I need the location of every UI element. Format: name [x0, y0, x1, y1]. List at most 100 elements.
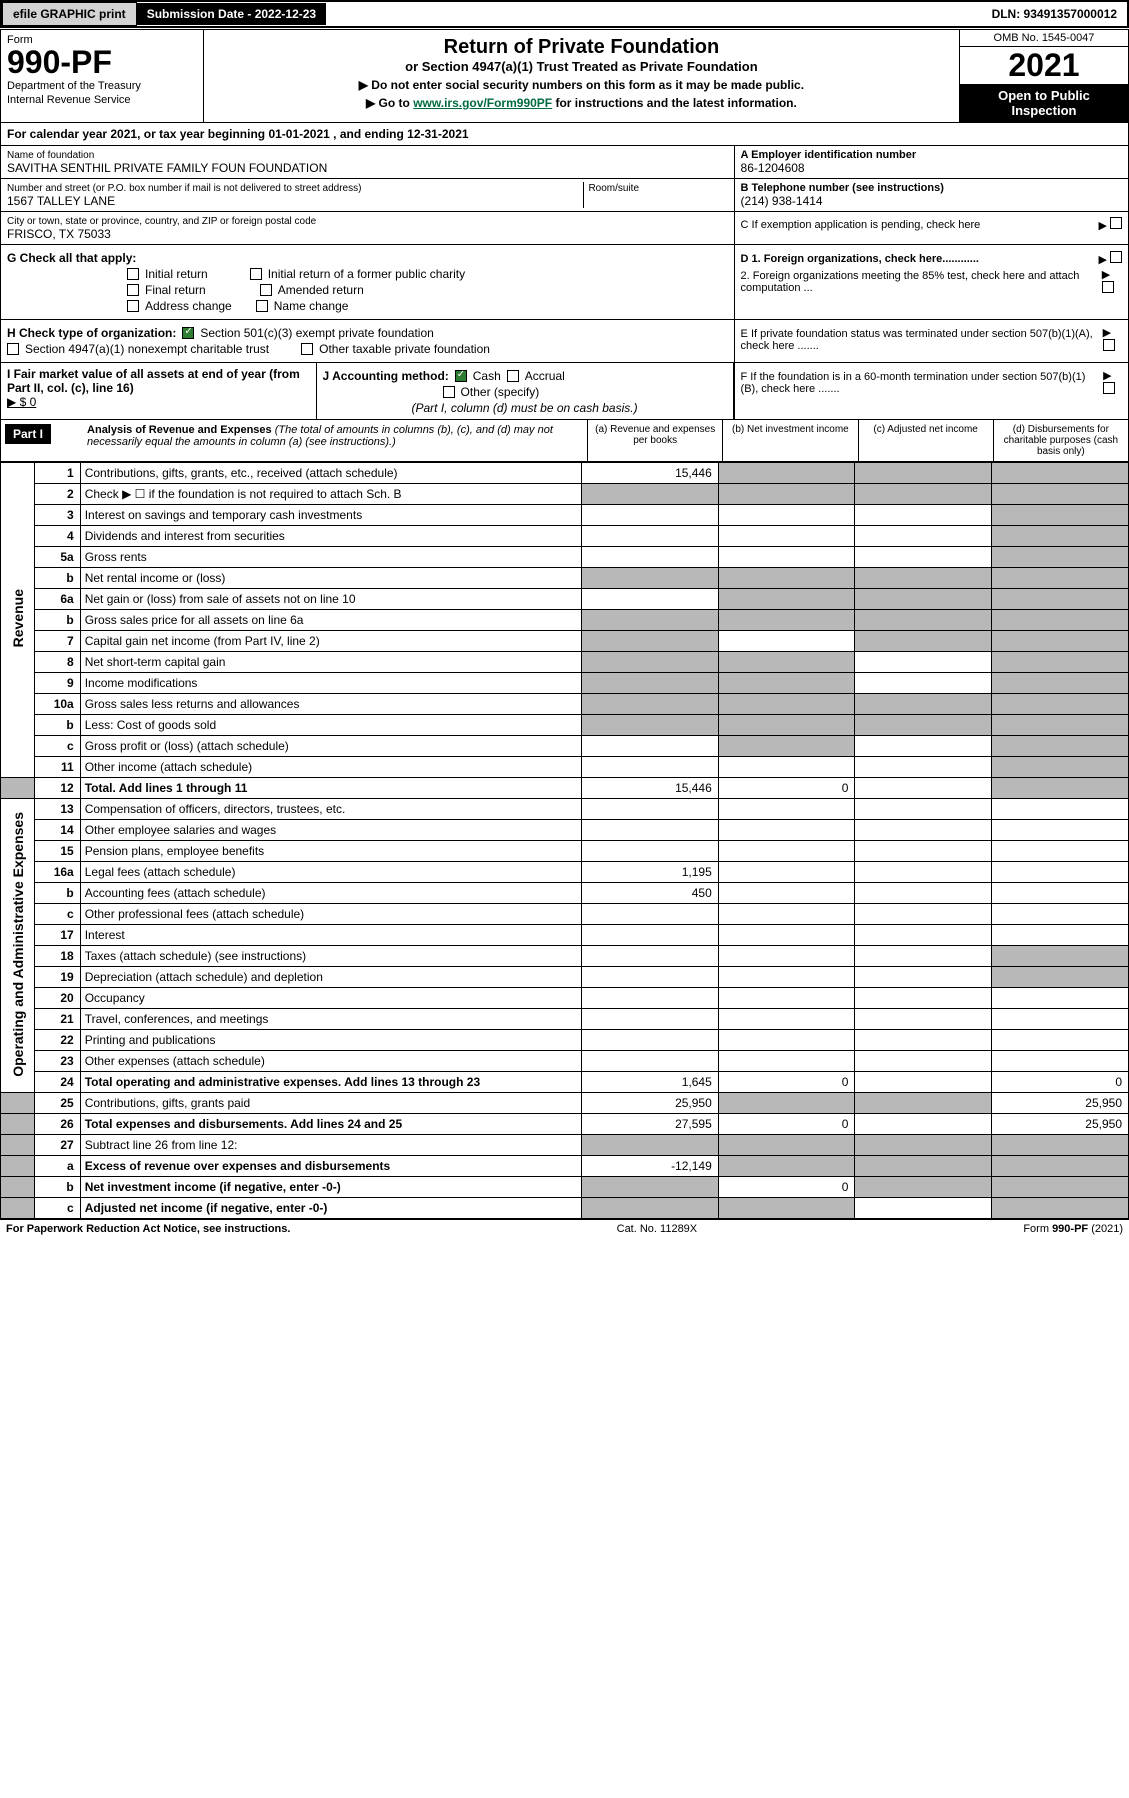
table-row: 5aGross rents — [1, 547, 1129, 568]
d1-checkbox[interactable] — [1110, 251, 1122, 263]
row-num: 25 — [35, 1093, 81, 1114]
table-row: 16aLegal fees (attach schedule) 1,195 — [1, 862, 1129, 883]
row-num: 11 — [35, 757, 81, 778]
cell-val: -12,149 — [582, 1156, 719, 1177]
ein-value: 86-1204608 — [741, 161, 1122, 175]
part1-table: Revenue 1Contributions, gifts, grants, e… — [0, 462, 1129, 1219]
row-num: b — [35, 1177, 81, 1198]
row-num: b — [35, 715, 81, 736]
table-row: 2Check ▶ ☐ if the foundation is not requ… — [1, 484, 1129, 505]
cell-val: 1,195 — [582, 862, 719, 883]
j-other-checkbox[interactable] — [443, 386, 455, 398]
table-row: 4Dividends and interest from securities — [1, 526, 1129, 547]
g-initial-former-checkbox[interactable] — [250, 268, 262, 280]
j-accrual-checkbox[interactable] — [507, 370, 519, 382]
table-row: 12Total. Add lines 1 through 11 15,4460 — [1, 778, 1129, 799]
row-num: 14 — [35, 820, 81, 841]
g-label: G Check all that apply: — [7, 251, 136, 265]
row-desc: Total. Add lines 1 through 11 — [80, 778, 581, 799]
table-row: 6aNet gain or (loss) from sale of assets… — [1, 589, 1129, 610]
city-label: City or town, state or province, country… — [7, 216, 316, 227]
h-501c3: Section 501(c)(3) exempt private foundat… — [200, 326, 433, 340]
form-header: Form 990-PF Department of the Treasury I… — [0, 29, 1129, 123]
col-a-header: (a) Revenue and expenses per books — [587, 420, 722, 461]
row-desc: Contributions, gifts, grants paid — [80, 1093, 581, 1114]
phone-label: B Telephone number (see instructions) — [741, 182, 944, 194]
d2-label: 2. Foreign organizations meeting the 85%… — [741, 270, 1096, 294]
omb-number: OMB No. 1545-0047 — [960, 30, 1128, 47]
table-row: 3Interest on savings and temporary cash … — [1, 505, 1129, 526]
h-4947-checkbox[interactable] — [7, 343, 19, 355]
table-row: 11Other income (attach schedule) — [1, 757, 1129, 778]
row-desc: Travel, conferences, and meetings — [80, 1009, 581, 1030]
row-desc: Net rental income or (loss) — [80, 568, 581, 589]
table-row: Operating and Administrative Expenses 13… — [1, 799, 1129, 820]
c-checkbox[interactable] — [1110, 217, 1122, 229]
form-title: Return of Private Foundation — [210, 36, 953, 59]
row-num: 27 — [35, 1135, 81, 1156]
row-desc: Subtract line 26 from line 12: — [80, 1135, 581, 1156]
top-bar: efile GRAPHIC print Submission Date - 20… — [0, 0, 1129, 28]
table-row: 23Other expenses (attach schedule) — [1, 1051, 1129, 1072]
row-desc: Check ▶ ☐ if the foundation is not requi… — [80, 484, 581, 505]
d1-label: D 1. Foreign organizations, check here..… — [741, 253, 979, 265]
irs-label: Internal Revenue Service — [7, 94, 197, 106]
footer-mid: Cat. No. 11289X — [617, 1223, 698, 1235]
g-address-checkbox[interactable] — [127, 300, 139, 312]
col-b-header: (b) Net investment income — [722, 420, 857, 461]
row-desc: Contributions, gifts, grants, etc., rece… — [80, 463, 581, 484]
table-row: aExcess of revenue over expenses and dis… — [1, 1156, 1129, 1177]
row-desc: Depreciation (attach schedule) and deple… — [80, 967, 581, 988]
part1-header-row: Part I Analysis of Revenue and Expenses … — [0, 420, 1129, 462]
g-amended-checkbox[interactable] — [260, 284, 272, 296]
open-public: Open to Public Inspection — [960, 84, 1128, 122]
irs-link[interactable]: www.irs.gov/Form990PF — [413, 96, 552, 110]
table-row: 8Net short-term capital gain — [1, 652, 1129, 673]
table-row: 15Pension plans, employee benefits — [1, 841, 1129, 862]
dln: DLN: 93491357000012 — [982, 3, 1127, 25]
revenue-label: Revenue — [10, 589, 26, 647]
row-desc: Total expenses and disbursements. Add li… — [80, 1114, 581, 1135]
g-name-checkbox[interactable] — [256, 300, 268, 312]
f-checkbox[interactable] — [1103, 382, 1115, 394]
cell-val: 0 — [992, 1072, 1129, 1093]
row-num: 23 — [35, 1051, 81, 1072]
street-label: Number and street (or P.O. box number if… — [7, 183, 361, 194]
row-desc: Interest on savings and temporary cash i… — [80, 505, 581, 526]
row-num: 15 — [35, 841, 81, 862]
row-desc: Other employee salaries and wages — [80, 820, 581, 841]
page-footer: For Paperwork Reduction Act Notice, see … — [0, 1219, 1129, 1238]
row-num: b — [35, 883, 81, 904]
row-num: 1 — [35, 463, 81, 484]
table-row: bLess: Cost of goods sold — [1, 715, 1129, 736]
j-cash-checkbox[interactable] — [455, 370, 467, 382]
row-num: b — [35, 568, 81, 589]
table-row: bNet investment income (if negative, ent… — [1, 1177, 1129, 1198]
room-label: Room/suite — [588, 183, 639, 194]
row-num: 8 — [35, 652, 81, 673]
instr-1: ▶ Do not enter social security numbers o… — [210, 78, 953, 92]
e-checkbox[interactable] — [1103, 339, 1115, 351]
h-other-checkbox[interactable] — [301, 343, 313, 355]
row-desc: Gross profit or (loss) (attach schedule) — [80, 736, 581, 757]
e-label: E If private foundation status was termi… — [741, 328, 1097, 352]
g-d-block: G Check all that apply: Initial return I… — [0, 245, 1129, 320]
row-desc: Net investment income (if negative, ente… — [80, 1177, 581, 1198]
efile-print-button[interactable]: efile GRAPHIC print — [2, 2, 137, 26]
part1-label: Part I — [5, 424, 51, 444]
row-num: 22 — [35, 1030, 81, 1051]
cell-val: 0 — [718, 778, 855, 799]
g-final: Final return — [145, 283, 206, 297]
row-desc: Total operating and administrative expen… — [80, 1072, 581, 1093]
cell-val: 15,446 — [582, 463, 719, 484]
g-initial-checkbox[interactable] — [127, 268, 139, 280]
d2-checkbox[interactable] — [1102, 281, 1114, 293]
row-desc: Interest — [80, 925, 581, 946]
h-501c3-checkbox[interactable] — [182, 327, 194, 339]
col-d-header: (d) Disbursements for charitable purpose… — [993, 420, 1128, 461]
row-num: b — [35, 610, 81, 631]
part1-title: Analysis of Revenue and Expenses — [87, 424, 272, 436]
g-final-checkbox[interactable] — [127, 284, 139, 296]
table-row: 19Depreciation (attach schedule) and dep… — [1, 967, 1129, 988]
cell-val: 0 — [718, 1177, 855, 1198]
